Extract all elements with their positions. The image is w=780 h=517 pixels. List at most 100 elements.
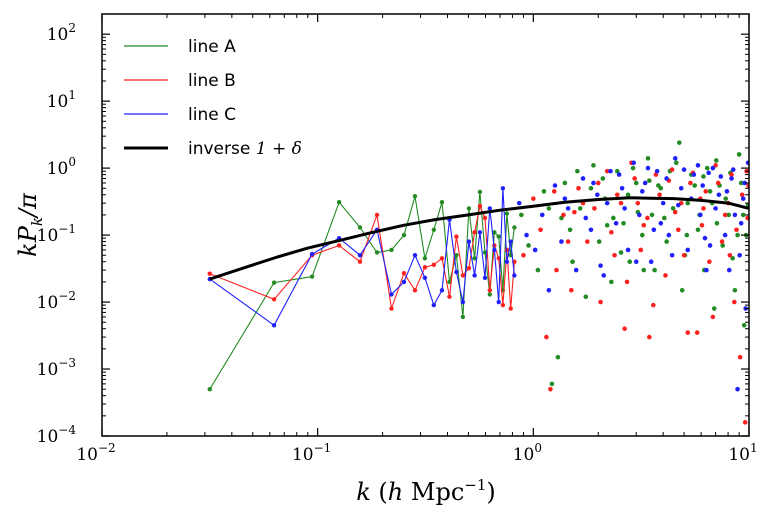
line-c-point	[401, 279, 407, 285]
line-c-scatter-point	[658, 220, 664, 226]
line-a-point	[487, 292, 493, 297]
line-a-scatter-point	[555, 354, 561, 360]
line-c-scatter-point	[722, 232, 728, 238]
line-a-scatter-point	[562, 180, 568, 186]
line-c-scatter-point	[591, 180, 596, 186]
line-c-point	[460, 299, 466, 305]
line-a-scatter-point	[588, 185, 594, 191]
line-a-point	[492, 230, 497, 235]
line-c-scatter-point	[738, 220, 744, 226]
line-c-scatter-point	[642, 180, 648, 186]
line-a-scatter-point	[591, 163, 596, 168]
line-b-scatter-point	[688, 180, 693, 186]
y-tick-label: 10−2	[37, 289, 76, 313]
line-a-point	[460, 314, 466, 320]
line-c-scatter-point	[598, 263, 603, 268]
line-a-point	[357, 225, 363, 230]
line-a-scatter-point	[707, 189, 713, 194]
line-b-scatter-point	[737, 354, 743, 360]
line-a-scatter-point	[695, 227, 701, 233]
line-b-scatter-point	[569, 287, 574, 293]
line-a-scatter-point	[723, 196, 729, 201]
line-c-scatter-point	[713, 206, 718, 211]
line-b-point	[454, 234, 459, 239]
line-b-scatter-point	[645, 215, 650, 221]
line-c-scatter-point	[601, 273, 607, 278]
line-c-scatter-point	[666, 232, 672, 238]
y-tick-label: 101	[47, 88, 76, 112]
line-c-scatter-point	[622, 206, 627, 211]
line-c-series	[207, 156, 749, 392]
line-b-point	[374, 212, 380, 218]
line-c-point	[357, 253, 363, 258]
line-b-scatter-point	[604, 168, 610, 174]
line-a-scatter-point	[633, 180, 639, 186]
legend-label: line A	[188, 37, 236, 57]
line-a-scatter-point	[732, 287, 738, 293]
line-c-point	[271, 323, 277, 328]
line-b-point	[477, 203, 483, 209]
line-a-point	[482, 250, 488, 255]
line-a-scatter-point	[641, 267, 647, 273]
line-b-point	[482, 215, 488, 221]
legend: line A line B line C inverse 1 + δ	[124, 37, 302, 159]
line-c-scatter-point	[704, 267, 709, 273]
line-a-scatter-point	[541, 189, 547, 194]
line-b-point	[487, 288, 493, 293]
line-c-scatter-point	[716, 192, 722, 198]
line-a-scatter-point	[621, 220, 626, 226]
line-b-point	[412, 288, 418, 293]
line-a-point	[504, 211, 510, 216]
line-a-scatter-point	[701, 174, 706, 179]
line-b-scatter-point	[561, 212, 566, 218]
line-a-point	[496, 234, 501, 239]
line-b-point	[336, 243, 342, 248]
line-a-scatter-point	[535, 267, 541, 273]
line-c-scatter-point	[604, 200, 610, 206]
line-b-scatter-point	[681, 252, 687, 258]
line-c-point	[422, 275, 428, 281]
line-b-point	[357, 259, 363, 264]
line-b-polyline	[209, 204, 515, 309]
line-b-point	[447, 294, 452, 299]
line-c-scatter-point	[651, 227, 657, 233]
line-b-point	[207, 271, 212, 276]
line-b-scatter-point	[694, 330, 700, 335]
line-b-scatter-point	[531, 196, 536, 201]
line-b-scatter-point	[651, 302, 656, 308]
line-a-scatter-point	[673, 160, 679, 166]
line-c-scatter-point	[737, 252, 742, 258]
line-a-point	[472, 256, 477, 261]
line-c-scatter-point	[685, 247, 691, 253]
line-c-scatter-point	[559, 239, 564, 244]
line-b-point	[460, 273, 466, 278]
line-b-scatter-point	[742, 420, 748, 425]
line-b-point	[508, 306, 513, 311]
line-a-scatter-point	[692, 183, 697, 188]
line-c-scatter-point	[706, 170, 711, 176]
line-c-scatter-point	[595, 192, 600, 198]
line-c-scatter-point	[552, 183, 558, 188]
line-a-series	[207, 140, 749, 392]
line-b-scatter-point	[609, 230, 614, 235]
line-a-scatter-point	[600, 176, 606, 181]
line-c-point	[512, 273, 517, 278]
line-a-point	[454, 253, 459, 258]
line-b-point	[500, 302, 506, 308]
line-a-scatter-point	[596, 239, 602, 244]
line-c-scatter-point	[588, 227, 594, 233]
line-b-scatter-point	[672, 209, 678, 215]
line-c-point	[500, 186, 506, 191]
line-c-point	[454, 269, 459, 275]
line-b-scatter-point	[675, 227, 681, 233]
line-a-scatter-point	[645, 156, 651, 161]
line-a-point	[401, 232, 407, 238]
line-a-scatter-point	[736, 152, 742, 157]
line-c-scatter-point	[669, 252, 675, 258]
line-c-scatter-point	[546, 287, 552, 293]
line-a-point	[374, 250, 380, 255]
line-a-scatter-point	[609, 279, 614, 285]
line-a-scatter-point	[714, 220, 720, 226]
line-b-scatter-point	[554, 267, 559, 273]
line-c-scatter-point	[583, 215, 589, 221]
